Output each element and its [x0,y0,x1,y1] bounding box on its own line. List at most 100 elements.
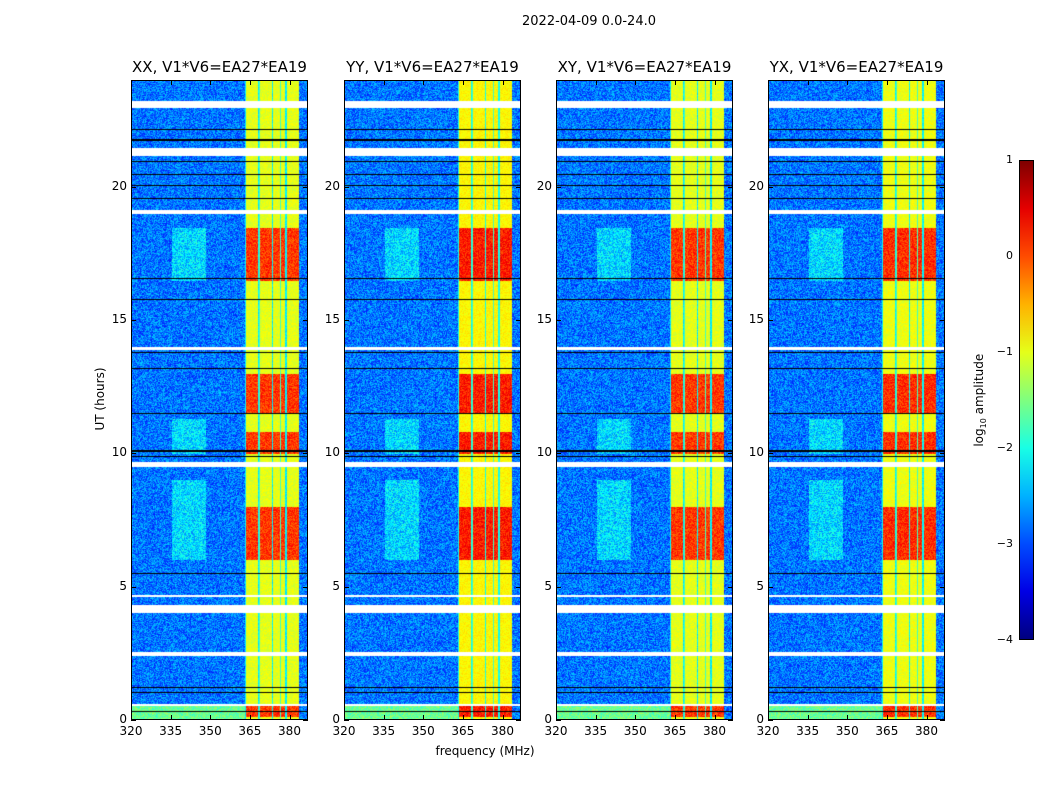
y-tick-mark [556,586,561,588]
y-tick-mark [344,320,349,321]
x-tick-mark [344,80,345,85]
y-tick-mark [940,720,945,721]
x-tick-mark [926,80,928,85]
x-tick-label: 320 [756,724,780,738]
colorbar-tick-label: −2 [996,441,1013,454]
spectrogram-panel [556,80,733,720]
y-tick-mark [940,320,945,321]
x-tick-mark [674,80,676,85]
x-tick-mark [635,80,637,85]
y-tick-mark [516,320,521,321]
x-tick-mark [210,715,212,720]
y-tick-label: 15 [111,312,127,326]
y-tick-mark [344,586,349,588]
colorbar-tick-label: 1 [1006,153,1013,166]
y-tick-mark [131,320,136,321]
figure-title: 2022-04-09 0.0-24.0 [522,14,656,29]
y-tick-label: 5 [119,578,127,593]
spectrogram-panel [131,80,308,720]
y-tick-mark [516,720,521,721]
y-tick-label: 20 [324,178,340,193]
x-axis-label: frequency (MHz) [435,744,535,758]
x-tick-mark [674,715,676,720]
spectrogram-image [557,81,732,719]
y-tick-mark [556,186,561,188]
x-tick-mark [714,80,716,85]
x-tick-mark [383,715,385,720]
x-tick-mark [926,715,928,720]
y-tick-mark [768,453,773,455]
x-tick-mark [249,80,251,85]
y-tick-mark [303,586,308,588]
colorbar-tick-label: −4 [996,633,1013,646]
y-tick-mark [303,720,308,721]
y-tick-mark [516,586,521,588]
x-tick-mark [807,80,809,85]
y-tick-mark [344,186,349,188]
y-tick-label: 15 [536,312,552,326]
y-tick-label: 0 [332,712,340,726]
x-tick-mark [768,715,769,720]
panel-title: XY, V1*V6=EA27*EA19 [557,58,732,76]
y-tick-mark [728,186,733,188]
y-tick-label: 10 [111,445,127,460]
spectrogram-image [345,81,520,719]
panel-title: YY, V1*V6=EA27*EA19 [346,58,519,76]
x-tick-mark [289,80,291,85]
x-tick-mark [556,715,557,720]
x-tick-mark [462,80,464,85]
x-tick-label: 365 [451,724,475,738]
y-tick-mark [556,720,561,721]
y-axis-label: UT (hours) [93,367,107,431]
x-tick-label: 365 [663,724,687,738]
y-tick-label: 0 [544,712,552,726]
x-tick-label: 320 [119,724,143,738]
y-tick-label: 10 [324,445,340,460]
y-tick-label: 10 [748,445,764,460]
colorbar-tick-label: −1 [996,345,1013,358]
x-tick-mark [289,715,291,720]
y-tick-mark [303,453,308,455]
y-tick-mark [728,453,733,455]
x-tick-mark [886,80,888,85]
x-tick-label: 365 [238,724,262,738]
x-tick-label: 350 [835,724,859,738]
y-tick-mark [344,453,349,455]
y-tick-label: 5 [544,578,552,593]
x-tick-label: 380 [703,724,726,738]
y-tick-mark [131,453,136,455]
x-tick-label: 350 [623,724,647,738]
y-tick-mark [556,453,561,455]
y-tick-mark [940,453,945,455]
y-tick-mark [131,186,136,188]
x-tick-mark [170,80,172,85]
x-tick-mark [807,715,809,720]
x-tick-mark [502,80,504,85]
colorbar-tick-label: −3 [996,537,1013,550]
y-tick-mark [940,586,945,588]
x-tick-mark [768,80,769,85]
x-tick-label: 320 [544,724,568,738]
y-tick-mark [940,186,945,188]
x-tick-label: 350 [411,724,435,738]
panel-title: YX, V1*V6=EA27*EA19 [769,58,944,76]
y-tick-label: 5 [756,578,764,593]
y-tick-label: 10 [536,445,552,460]
spectrogram-panel [768,80,945,720]
x-tick-mark [595,80,597,85]
panel-title: XX, V1*V6=EA27*EA19 [132,58,307,76]
y-tick-mark [768,586,773,588]
y-tick-mark [131,586,136,588]
colorbar-label: log10 amplitude [971,353,989,447]
y-tick-mark [516,186,521,188]
x-tick-mark [131,715,132,720]
x-tick-mark [423,715,425,720]
y-tick-mark [768,320,773,321]
x-tick-mark [383,80,385,85]
x-tick-label: 335 [584,724,608,738]
y-tick-label: 0 [119,712,127,726]
x-tick-mark [210,80,212,85]
x-tick-label: 335 [372,724,396,738]
x-tick-mark [847,80,849,85]
x-tick-label: 335 [796,724,820,738]
